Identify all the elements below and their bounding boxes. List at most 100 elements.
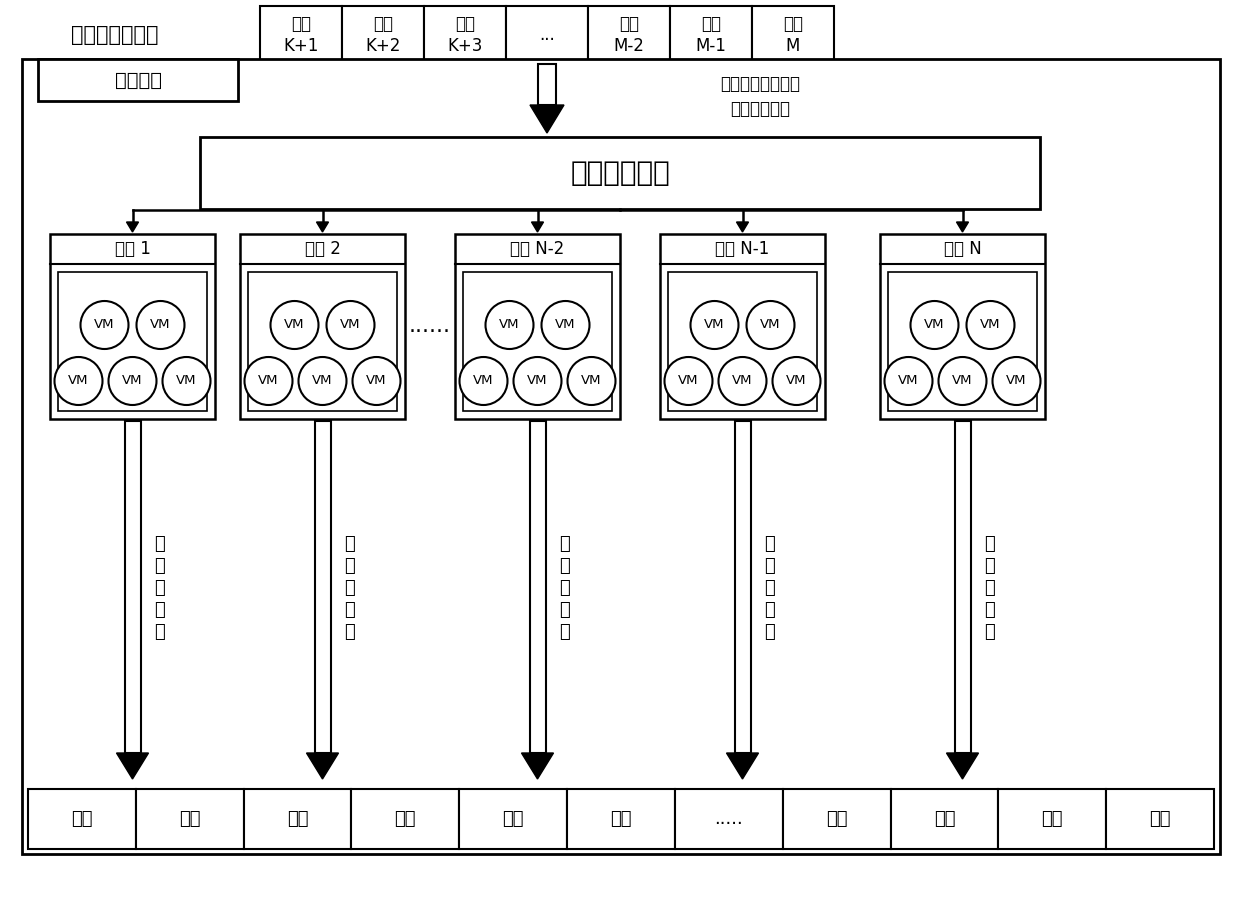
Text: 描: 描 <box>765 557 775 575</box>
Bar <box>1106 789 1214 849</box>
Text: 数据中心: 数据中心 <box>114 71 161 89</box>
Bar <box>243 789 351 849</box>
Bar <box>588 6 670 64</box>
Text: VM: VM <box>123 375 143 387</box>
Text: 任务: 任务 <box>1042 810 1063 828</box>
Bar <box>351 789 459 849</box>
Bar <box>890 789 998 849</box>
Text: VM: VM <box>340 318 361 332</box>
Circle shape <box>460 357 507 405</box>
Text: 任务
K+2: 任务 K+2 <box>366 15 401 55</box>
Text: 描: 描 <box>155 557 165 575</box>
Text: 任务: 任务 <box>179 810 201 828</box>
Bar <box>506 6 588 64</box>
Text: 回: 回 <box>155 601 165 619</box>
Text: VM: VM <box>1006 375 1027 387</box>
Text: VM: VM <box>176 375 197 387</box>
Text: 按照预计执行时间: 按照预计执行时间 <box>720 75 800 93</box>
Text: 回: 回 <box>985 601 996 619</box>
Bar <box>670 6 751 64</box>
Circle shape <box>910 301 959 349</box>
Bar <box>241 234 405 419</box>
Polygon shape <box>946 753 978 779</box>
Bar <box>315 421 331 753</box>
Text: VM: VM <box>312 375 332 387</box>
Bar <box>459 789 567 849</box>
Bar <box>955 421 971 753</box>
Text: VM: VM <box>527 375 548 387</box>
Circle shape <box>162 357 211 405</box>
Text: 扫: 扫 <box>155 535 165 553</box>
Text: 扫: 扫 <box>345 535 355 553</box>
Polygon shape <box>126 222 139 232</box>
Text: 填: 填 <box>765 623 775 641</box>
Text: 任务: 任务 <box>71 810 93 828</box>
Text: 填: 填 <box>559 623 570 641</box>
Text: VM: VM <box>733 375 753 387</box>
Circle shape <box>136 301 185 349</box>
Bar <box>529 421 546 753</box>
Circle shape <box>939 357 987 405</box>
Text: VM: VM <box>924 318 945 332</box>
Polygon shape <box>737 222 749 232</box>
Text: 任务: 任务 <box>502 810 525 828</box>
Bar <box>248 272 397 411</box>
Circle shape <box>270 301 319 349</box>
Circle shape <box>884 357 932 405</box>
Text: 数据中心代理: 数据中心代理 <box>570 159 670 187</box>
Bar <box>880 234 1045 419</box>
Text: 填: 填 <box>155 623 165 641</box>
Polygon shape <box>956 222 968 232</box>
Bar <box>38 59 238 101</box>
Text: 并: 并 <box>559 579 570 597</box>
Circle shape <box>746 301 795 349</box>
Text: 主机 N-1: 主机 N-1 <box>715 240 770 258</box>
Bar <box>888 272 1037 411</box>
Bar <box>463 272 613 411</box>
Text: 并: 并 <box>765 579 775 597</box>
Text: 任务: 任务 <box>286 810 309 828</box>
Circle shape <box>109 357 156 405</box>
Circle shape <box>244 357 293 405</box>
Polygon shape <box>316 222 329 232</box>
Text: VM: VM <box>284 318 305 332</box>
Text: 任务
M: 任务 M <box>782 15 804 55</box>
Bar <box>200 137 1040 209</box>
Text: VM: VM <box>68 375 89 387</box>
Text: VM: VM <box>760 318 781 332</box>
Circle shape <box>55 357 103 405</box>
Text: 任务: 任务 <box>1149 810 1171 828</box>
Bar <box>675 789 782 849</box>
Text: 任务
M-1: 任务 M-1 <box>696 15 727 55</box>
Text: 任务: 任务 <box>934 810 955 828</box>
Circle shape <box>486 301 533 349</box>
Text: 回: 回 <box>345 601 355 619</box>
Bar <box>50 234 215 419</box>
Text: 主机 2: 主机 2 <box>305 240 341 258</box>
Text: VM: VM <box>898 375 919 387</box>
Polygon shape <box>117 753 149 779</box>
Circle shape <box>299 357 346 405</box>
Bar <box>782 789 890 849</box>
Bar <box>538 64 556 105</box>
Text: 主机 N: 主机 N <box>944 240 981 258</box>
Text: ...: ... <box>539 26 554 44</box>
Circle shape <box>665 357 713 405</box>
Text: 扫: 扫 <box>559 535 570 553</box>
Bar <box>734 421 750 753</box>
Circle shape <box>352 357 401 405</box>
Polygon shape <box>522 753 553 779</box>
Text: 回: 回 <box>765 601 775 619</box>
Bar <box>58 272 207 411</box>
Bar <box>124 421 140 753</box>
Text: 填: 填 <box>345 623 355 641</box>
Bar <box>998 789 1106 849</box>
Text: 描: 描 <box>345 557 355 575</box>
Bar <box>29 789 136 849</box>
Text: 等待任务队列：: 等待任务队列： <box>71 25 159 45</box>
Text: 并: 并 <box>985 579 996 597</box>
Text: VM: VM <box>150 318 171 332</box>
Bar <box>424 6 506 64</box>
Circle shape <box>81 301 129 349</box>
Text: 描: 描 <box>559 557 570 575</box>
